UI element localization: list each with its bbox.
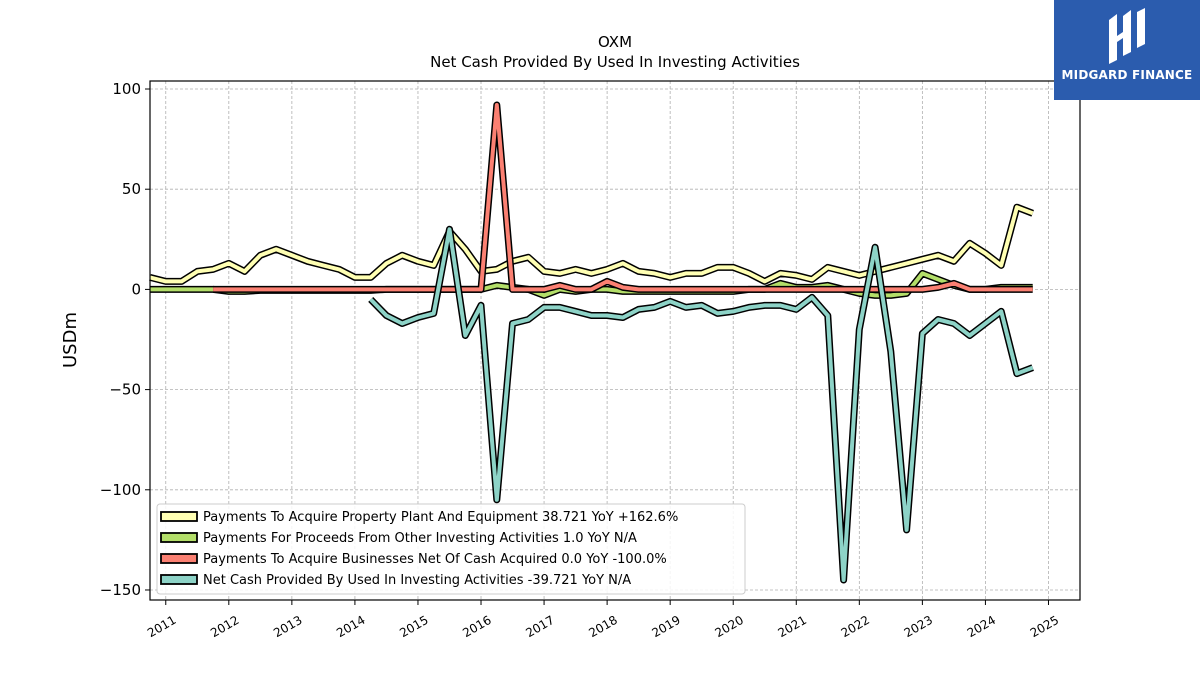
legend-label: Payments To Acquire Property Plant And E… (203, 510, 678, 525)
series-line-outline (149, 203, 1034, 285)
x-tick-label: 2016 (460, 613, 493, 640)
y-tick-label: −50 (109, 381, 141, 399)
y-tick-label: −100 (100, 481, 141, 499)
x-tick-label: 2020 (712, 613, 745, 640)
logo-text: MIDGARD FINANCE (1061, 68, 1193, 82)
series-layer (149, 101, 1034, 584)
legend-label: Payments For Proceeds From Other Investi… (203, 531, 637, 546)
legend-swatch (160, 553, 198, 564)
x-tick-label: 2013 (271, 613, 304, 640)
legend: Payments To Acquire Property Plant And E… (156, 503, 746, 595)
x-tick-label: 2022 (839, 613, 872, 640)
y-tick-label: 100 (112, 80, 141, 98)
y-tick-label: −150 (100, 581, 141, 599)
x-tick-label: 2015 (397, 613, 430, 640)
x-tick-label: 2023 (902, 613, 935, 640)
legend-swatch (160, 532, 198, 543)
x-tick-label: 2018 (586, 613, 619, 640)
legend-box (156, 503, 746, 595)
series-line (368, 225, 1034, 584)
series-line (213, 101, 1033, 293)
x-tick-label: 2017 (523, 613, 556, 640)
series-line-stroke (369, 227, 1034, 582)
legend-swatch (160, 574, 198, 585)
series-line-stroke (213, 103, 1033, 292)
x-tick-label: 2019 (649, 613, 682, 640)
series-line-stroke (149, 205, 1034, 284)
x-tick-label: 2025 (1028, 613, 1061, 640)
x-tick-label: 2012 (208, 613, 241, 640)
y-axis-label: USDm (60, 312, 81, 368)
chart-subtitle: Net Cash Provided By Used In Investing A… (430, 53, 800, 71)
x-tick-label: 2011 (145, 613, 178, 640)
brand-logo: MIDGARD FINANCE (1054, 0, 1200, 100)
y-tick-label: 0 (131, 280, 141, 298)
series-line (149, 203, 1034, 285)
y-tick-label: 50 (122, 180, 141, 198)
logo-mark-icon (1054, 6, 1200, 72)
x-tick-label: 2024 (965, 613, 998, 640)
x-tick-label: 2021 (776, 613, 809, 640)
legend-label: Net Cash Provided By Used In Investing A… (203, 573, 631, 588)
x-tick-label: 2014 (334, 613, 367, 640)
chart-title: OXM (598, 33, 632, 51)
legend-label: Payments To Acquire Businesses Net Of Ca… (203, 552, 667, 567)
plot-frame (149, 80, 1081, 601)
legend-swatch (160, 511, 198, 522)
